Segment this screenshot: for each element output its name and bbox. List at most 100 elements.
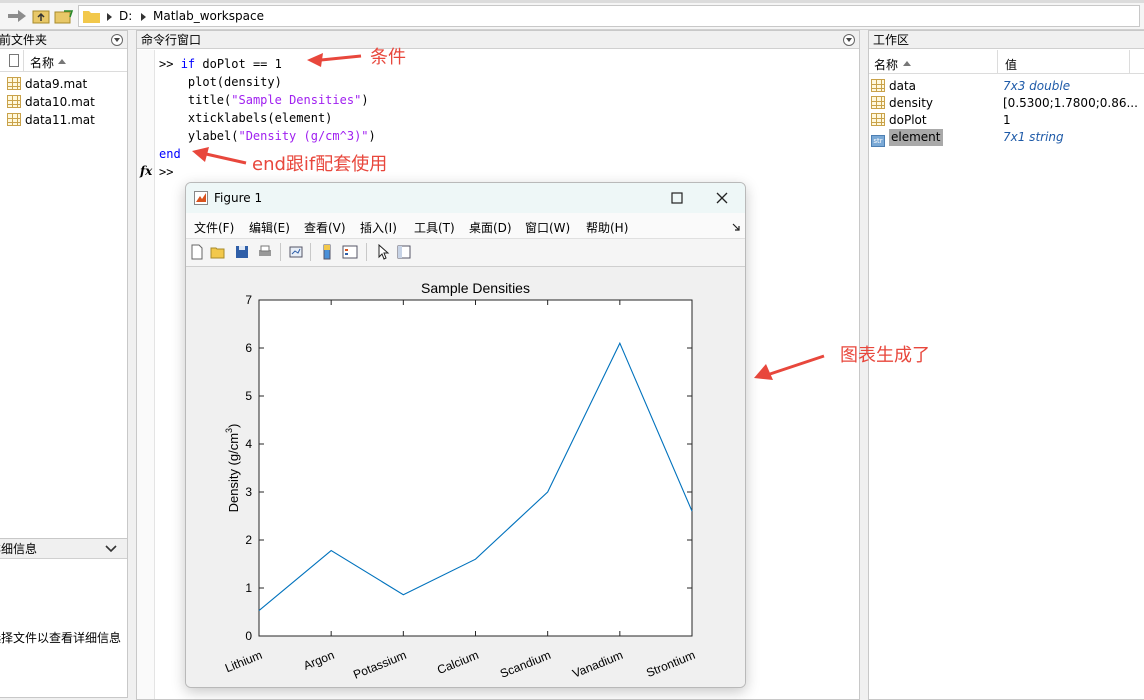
command-code[interactable]: >> if doPlot == 1 plot(density) title("S… — [159, 55, 376, 181]
open-file-icon[interactable] — [210, 244, 226, 260]
command-gutter — [137, 50, 155, 699]
menu-desktop[interactable]: 桌面(D) — [469, 221, 512, 235]
y-tick-label: 7 — [245, 293, 252, 307]
workspace-row[interactable]: density [0.5300;1.7800;0.86... — [871, 95, 1141, 112]
y-tick-label: 2 — [245, 533, 252, 547]
mat-grid-icon — [871, 96, 885, 109]
current-folder-title-text: 当前文件夹 — [0, 33, 48, 47]
red-arrow-icon — [192, 147, 247, 165]
code-close-paren: ) — [361, 93, 369, 107]
var-name: data — [889, 79, 917, 93]
var-value: [0.5300;1.7800;0.86... — [1003, 96, 1138, 110]
top-strip — [0, 0, 1144, 3]
up-folder-icon[interactable] — [32, 8, 50, 24]
file-column-header[interactable]: 名称 — [0, 50, 127, 72]
y-axis-label: Density (g/cm3) — [224, 424, 241, 513]
forward-arrow-icon[interactable] — [6, 8, 28, 24]
browse-folder-icon[interactable] — [54, 8, 74, 24]
y-axis-label-main: Density (g/cm — [226, 433, 241, 512]
detail-title-text: 详细信息 — [0, 542, 38, 556]
workspace-title-text: 工作区 — [873, 33, 910, 47]
keyword-if: if — [180, 57, 196, 71]
new-figure-icon[interactable] — [189, 244, 205, 260]
axes-background — [258, 299, 693, 637]
path-box[interactable]: D: Matlab_workspace — [78, 5, 1140, 27]
maximize-icon[interactable] — [670, 191, 684, 205]
y-ticks: 0 1 2 3 4 5 6 7 — [245, 293, 692, 643]
y-tick-label: 4 — [245, 437, 252, 451]
prompt: >> — [159, 57, 174, 71]
var-value: 7x3 double — [1003, 79, 1071, 93]
x-tick-label: Scandium — [498, 648, 553, 681]
close-icon[interactable] — [715, 191, 729, 205]
save-icon[interactable] — [234, 244, 250, 260]
figure-window[interactable]: Figure 1 文件(F) 编辑(E) 查看(V) 插入(I) 工具(T) 桌… — [185, 182, 746, 688]
print-icon[interactable] — [257, 244, 273, 260]
x-tick-label: Argon — [301, 648, 336, 673]
menu-window[interactable]: 窗口(W) — [525, 221, 571, 235]
sort-up-icon — [903, 61, 911, 66]
panel-menu-button[interactable] — [843, 34, 855, 46]
path-folder[interactable]: Matlab_workspace — [153, 9, 264, 23]
workspace-row-selected[interactable]: str element 7x1 string — [871, 129, 1141, 147]
chevron-down-icon[interactable] — [105, 545, 117, 553]
y-axis-label-end: ) — [226, 424, 241, 428]
mat-grid-icon — [871, 113, 885, 126]
name-column-label[interactable]: 名称 — [874, 58, 899, 72]
dock-arrow-icon[interactable] — [732, 223, 740, 231]
file-name: data10.mat — [25, 95, 95, 109]
workspace-row[interactable]: doPlot 1 — [871, 112, 1141, 129]
workspace-row[interactable]: data 7x3 double — [871, 78, 1141, 95]
file-item[interactable]: data9.mat — [7, 76, 87, 93]
command-window-title: 命令行窗口 — [137, 31, 859, 49]
colorbar-icon[interactable] — [319, 244, 335, 260]
series-line — [258, 341, 693, 611]
y-tick-label: 3 — [245, 485, 252, 499]
sort-up-icon — [58, 59, 66, 64]
prompt[interactable]: >> — [159, 165, 174, 179]
code-ylabel-string: "Density (g/cm^3)" — [238, 129, 369, 143]
mat-grid-icon — [871, 79, 885, 92]
menu-view[interactable]: 查看(V) — [304, 221, 346, 235]
red-arrow-icon — [307, 53, 362, 67]
menu-help[interactable]: 帮助(H) — [586, 221, 629, 235]
legend-icon[interactable] — [342, 244, 358, 260]
link-plot-icon[interactable] — [288, 244, 304, 260]
fx-icon[interactable]: fx — [140, 164, 153, 178]
panel-menu-button[interactable] — [111, 34, 123, 46]
detail-panel: 详细信息 选择文件以查看详细信息 — [0, 538, 128, 698]
folder-icon — [83, 11, 100, 23]
y-tick-label: 6 — [245, 341, 252, 355]
detail-hint: 选择文件以查看详细信息 — [0, 631, 122, 645]
code-if-condition: doPlot == 1 — [195, 57, 282, 71]
path-drive[interactable]: D: — [119, 9, 133, 23]
file-item[interactable]: data10.mat — [7, 94, 95, 111]
figure-titlebar[interactable]: Figure 1 — [186, 183, 745, 213]
matlab-logo-icon — [194, 191, 208, 205]
menu-edit[interactable]: 编辑(E) — [249, 221, 290, 235]
code-title-fn: title( — [187, 93, 232, 107]
workspace-title: 工作区 — [869, 31, 1144, 49]
keyword-end: end — [159, 147, 181, 161]
code-plot: plot(density) — [187, 75, 282, 89]
var-value: 1 — [1003, 113, 1011, 127]
line-chart[interactable]: Sample Densities Density (g/cm3) 0123456… — [186, 268, 746, 688]
menu-file[interactable]: 文件(F) — [194, 221, 235, 235]
code-ylabel-fn: ylabel( — [187, 129, 239, 143]
menu-tools[interactable]: 工具(T) — [414, 221, 455, 235]
file-item[interactable]: data11.mat — [7, 112, 95, 129]
figure-toolbar — [186, 239, 745, 267]
y-tick-label: 0 — [245, 629, 252, 643]
var-name: density — [889, 96, 933, 110]
pointer-icon[interactable] — [375, 244, 391, 260]
code-title-string: "Sample Densities" — [231, 93, 362, 107]
path-separator-icon — [141, 13, 146, 21]
file-type-icon — [9, 54, 19, 67]
value-column-label[interactable]: 值 — [1005, 58, 1018, 72]
property-inspector-icon[interactable] — [396, 244, 412, 260]
name-column-label[interactable]: 名称 — [30, 56, 55, 70]
x-tick-label: Vanadium — [570, 648, 625, 681]
workspace-column-header[interactable]: 名称 值 — [869, 50, 1144, 74]
menu-insert[interactable]: 插入(I) — [360, 221, 397, 235]
